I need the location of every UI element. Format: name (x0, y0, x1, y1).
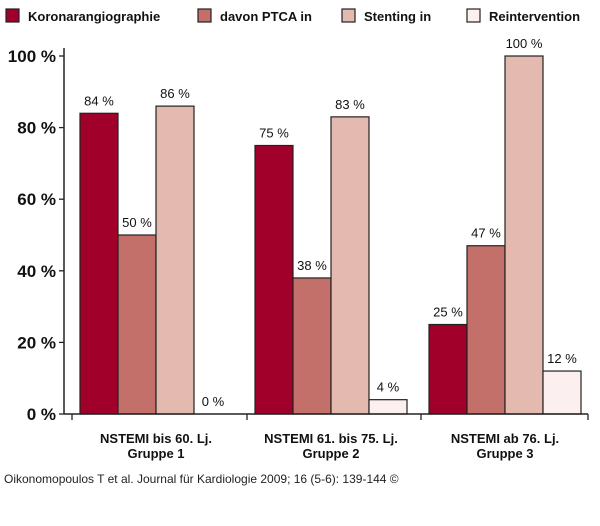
bar (466, 245, 506, 415)
bar-value-label: 25 % (433, 305, 463, 320)
legend-swatch-1 (5, 8, 20, 23)
x-category-label: Gruppe 2 (302, 446, 359, 461)
x-category-label: NSTEMI bis 60. Lj. (100, 431, 212, 446)
legend-swatch-3 (341, 8, 356, 23)
bar-value-label: 100 % (506, 36, 543, 51)
legend-swatch-2 (197, 8, 212, 23)
bar-value-label: 4 % (377, 380, 400, 395)
bar (254, 144, 294, 415)
source-caption: Oikonomopoulos T et al. Journal für Kard… (4, 472, 399, 486)
x-category-label: Gruppe 1 (127, 446, 184, 461)
bar-value-label: 38 % (297, 258, 327, 273)
legend: Koronarangiographie davon PTCA in Stenting… (5, 8, 580, 24)
bar (117, 234, 157, 415)
bar-value-label: 75 % (259, 126, 289, 141)
bar-value-label: 84 % (84, 93, 114, 108)
legend-label-3: Stenting in (364, 9, 431, 24)
y-tick-label: 80 % (17, 119, 56, 138)
legend-label-2: davon PTCA in (220, 9, 312, 24)
y-axis: 0 % 20 % 40 % 60 % 80 % 100 % (8, 47, 65, 424)
legend-label-4: Reintervention (489, 9, 580, 24)
bar-value-label: 50 % (122, 215, 152, 230)
bar-value-label: 12 % (547, 351, 577, 366)
bar (155, 105, 195, 415)
bar-value-label: 86 % (160, 86, 190, 101)
bar (428, 323, 468, 415)
bar-value-label: 47 % (471, 226, 501, 241)
bar (79, 112, 119, 415)
x-axis: NSTEMI bis 60. Lj.Gruppe 1 NSTEMI 61. bis… (64, 413, 589, 461)
bar (330, 116, 370, 415)
legend-label-1: Koronarangiographie (28, 9, 160, 24)
x-category-label: Gruppe 3 (476, 446, 533, 461)
y-tick-label: 20 % (17, 333, 56, 352)
bar-value-label: 0 % (202, 394, 225, 409)
bar (368, 399, 408, 415)
y-tick-label: 0 % (27, 405, 56, 424)
x-category-label: NSTEMI 61. bis 75. Lj. (264, 431, 398, 446)
bar-chart: Koronarangiographie davon PTCA in Stenting… (5, 8, 589, 461)
bars: 84 % 75 % 25 % 50 % 38 % 47 % 86 % 83 % 100 % 0 %… (79, 36, 582, 415)
bar-value-label: 83 % (335, 97, 365, 112)
bar (504, 55, 544, 415)
y-tick-label: 60 % (17, 190, 56, 209)
bar (542, 370, 582, 415)
x-category-label: NSTEMI ab 76. Lj. (451, 431, 559, 446)
legend-swatch-4 (466, 8, 481, 23)
y-tick-label: 40 % (17, 262, 56, 281)
bar (292, 277, 332, 415)
y-tick-label: 100 % (8, 47, 56, 66)
